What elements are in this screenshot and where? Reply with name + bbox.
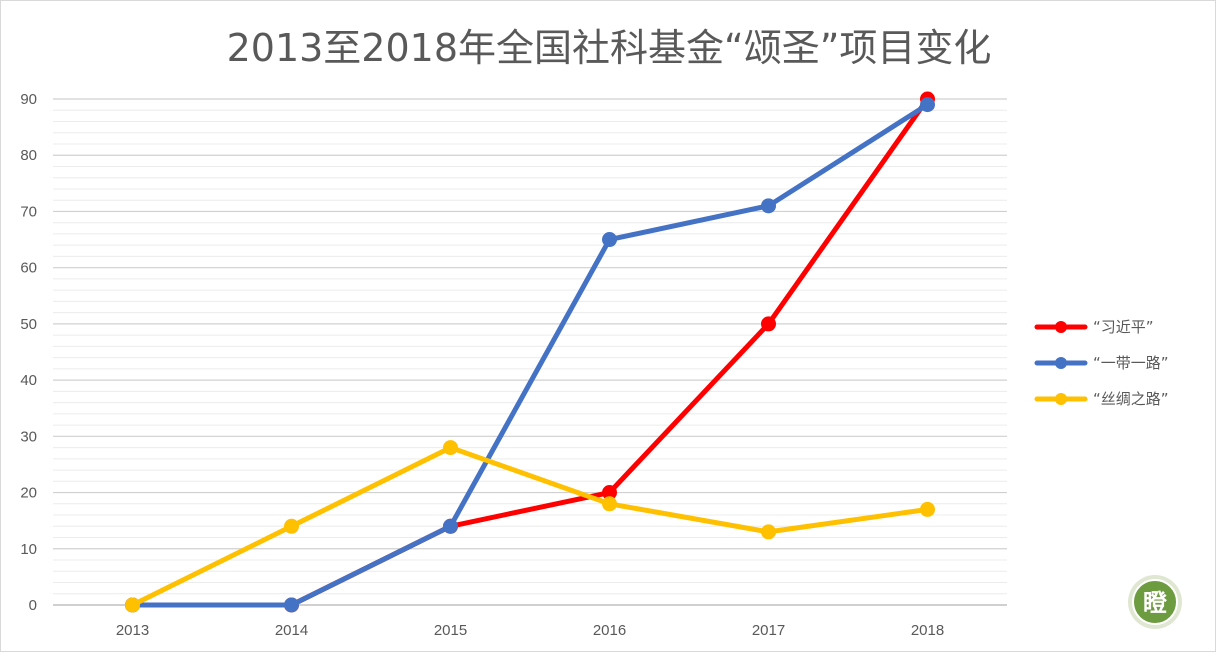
series-lines (125, 91, 935, 613)
y-tick-label: 60 (20, 260, 37, 277)
x-axis-ticks: 2013 2014 2015 2016 2017 2018 (116, 622, 944, 639)
y-axis-ticks: 0 10 20 30 40 50 60 70 80 90 (20, 91, 37, 614)
x-tick-label: 2018 (911, 622, 944, 639)
y-tick-label: 40 (20, 372, 37, 389)
legend-label: “一带一路” (1093, 354, 1169, 372)
data-point (284, 597, 299, 613)
x-tick-label: 2014 (275, 622, 308, 639)
data-point (443, 518, 458, 534)
legend-swatch-marker (1055, 357, 1067, 369)
y-tick-label: 30 (20, 428, 37, 445)
data-point (761, 198, 776, 214)
data-point (602, 232, 617, 248)
data-point (284, 518, 299, 534)
chart-title: 2013至2018年全国社科基金“颂圣”项目变化 (227, 26, 992, 70)
x-tick-label: 2016 (593, 622, 626, 639)
gridlines (53, 98, 1007, 606)
data-point (125, 597, 140, 613)
y-tick-label: 90 (20, 91, 37, 108)
legend-label: “丝绸之路” (1093, 390, 1169, 408)
x-tick-label: 2015 (434, 622, 467, 639)
series-2 (125, 440, 935, 613)
legend-label: “习近平” (1093, 318, 1154, 336)
y-tick-label: 70 (20, 203, 37, 220)
data-point (602, 496, 617, 512)
data-point (761, 524, 776, 540)
y-tick-label: 50 (20, 316, 37, 333)
legend-entry: “习近平” (1034, 318, 1154, 336)
x-tick-label: 2017 (752, 622, 785, 639)
series-0 (125, 91, 935, 613)
watermark-logo: 瞪 (1128, 575, 1182, 629)
series-line (130, 445, 930, 608)
y-tick-label: 0 (29, 597, 37, 614)
watermark-glyph: 瞪 (1143, 589, 1168, 617)
legend-entry: “丝绸之路” (1034, 390, 1169, 408)
data-point (920, 501, 935, 517)
series-1 (125, 97, 935, 613)
series-line (130, 102, 930, 608)
data-point (443, 440, 458, 456)
y-tick-label: 10 (20, 541, 37, 558)
data-point (761, 316, 776, 332)
legend-entry: “一带一路” (1034, 354, 1169, 372)
data-point (920, 97, 935, 113)
watermark-disc (1132, 579, 1178, 625)
series-line (130, 96, 930, 608)
y-tick-label: 80 (20, 147, 37, 164)
x-tick-label: 2013 (116, 622, 149, 639)
legend-swatch-marker (1055, 321, 1067, 333)
legend-swatch-marker (1055, 393, 1067, 405)
y-tick-label: 20 (20, 485, 37, 502)
legend: “习近平” “一带一路” “丝绸之路” (1034, 318, 1169, 408)
data-point (602, 485, 617, 501)
